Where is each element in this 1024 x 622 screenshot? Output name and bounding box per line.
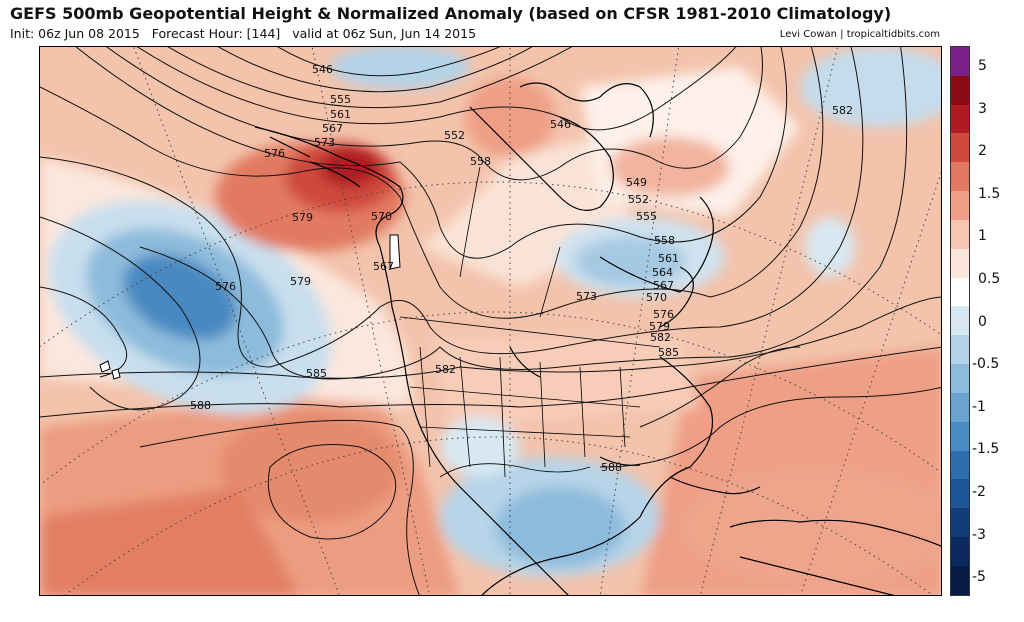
colorbar (950, 46, 970, 596)
colorbar-swatch (951, 335, 969, 365)
contour-label: 579 (290, 275, 311, 288)
contour-label: 573 (314, 136, 335, 149)
contour-label: 555 (330, 93, 351, 106)
colorbar-swatch (951, 248, 969, 278)
contour-label: 582 (650, 331, 671, 344)
colorbar-label: -2 (972, 484, 986, 500)
map-subtitle: Init: 06z Jun 08 2015 Forecast Hour: [14… (10, 26, 476, 41)
colorbar-swatch (951, 219, 969, 249)
contour-label: 564 (652, 266, 673, 279)
colorbar-swatch (951, 565, 969, 595)
contour-label: 579 (292, 211, 313, 224)
contour-label: 573 (576, 290, 597, 303)
contour-label: 579 (649, 320, 670, 333)
colorbar-swatch (951, 75, 969, 105)
anomaly-map: 546 555 561 567 573 576 579 570 567 576 … (39, 46, 942, 596)
colorbar-swatch (951, 450, 969, 480)
colorbar-swatch (951, 364, 969, 393)
islands (99, 234, 401, 380)
colorbar-swatch (951, 191, 969, 220)
colorbar-label: -1.5 (972, 441, 1000, 458)
contour-label: 555 (636, 210, 657, 223)
contour-label: 585 (658, 346, 679, 359)
contour-label: 570 (646, 291, 667, 304)
colorbar-swatch (951, 479, 969, 509)
map-title: GEFS 500mb Geopotential Height & Normali… (10, 4, 892, 23)
contour-label: 561 (330, 108, 351, 121)
height-contours (40, 47, 941, 595)
colorbar-swatch (951, 47, 969, 76)
contour-label: 552 (628, 193, 649, 206)
coastlines (254, 82, 941, 595)
credit: Levi Cowan | tropicaltidbits.com (779, 29, 940, 40)
contour-label: 561 (658, 252, 679, 265)
map-canvas: 546 555 561 567 573 576 579 570 567 576 … (40, 47, 941, 595)
contour-label: 576 (215, 280, 236, 293)
anomaly-shading (40, 47, 941, 595)
colorbar-label: 3 (978, 100, 987, 117)
colorbar-label: 1.5 (978, 185, 1001, 202)
colorbar-swatch (951, 104, 969, 134)
contour-label: 546 (550, 118, 571, 131)
forecast-hour: Forecast Hour: [144] (151, 26, 281, 41)
contour-label: 567 (373, 260, 394, 273)
contour-label: 567 (653, 279, 674, 292)
political-borders (399, 166, 661, 478)
colorbar-label: 0 (978, 313, 987, 330)
init-time: Init: 06z Jun 08 2015 (10, 26, 140, 41)
colorbar-label: -5 (972, 569, 986, 586)
colorbar-label: 0.5 (978, 271, 1001, 287)
contour-label: 570 (371, 210, 392, 223)
contour-label: 585 (306, 367, 327, 380)
contour-label: 588 (190, 399, 211, 412)
colorbar-swatch (951, 162, 969, 192)
colorbar-label: 1 (978, 228, 987, 245)
colorbar-label: -1 (972, 398, 986, 415)
contour-label: 549 (626, 176, 647, 189)
contour-label: 576 (264, 147, 285, 160)
contour-label: 582 (435, 363, 456, 376)
colorbar-label: -3 (972, 526, 986, 543)
colorbar-label: 2 (978, 143, 987, 160)
contour-label: 558 (654, 234, 675, 247)
colorbar-swatch (951, 508, 969, 538)
contour-label: 582 (832, 104, 853, 117)
colorbar-label: 5 (978, 58, 987, 74)
colorbar-swatch (951, 537, 969, 566)
colorbar-swatch (951, 133, 969, 163)
graticule (40, 47, 941, 595)
colorbar-swatch (951, 277, 969, 307)
contour-label-layer: 546 555 561 567 573 576 579 570 567 576 … (190, 63, 853, 474)
valid-time: valid at 06z Sun, Jun 14 2015 (292, 26, 477, 41)
contour-label: 576 (653, 308, 674, 321)
contour-label: 552 (444, 129, 465, 142)
colorbar-swatch (951, 392, 969, 422)
contour-label: 546 (312, 63, 333, 76)
contour-label: 558 (470, 155, 491, 168)
colorbar-swatch (951, 306, 969, 336)
contour-label: 588 (601, 461, 622, 474)
colorbar-swatch (951, 421, 969, 451)
contour-label: 567 (322, 122, 343, 135)
colorbar-label: -0.5 (972, 356, 1000, 373)
